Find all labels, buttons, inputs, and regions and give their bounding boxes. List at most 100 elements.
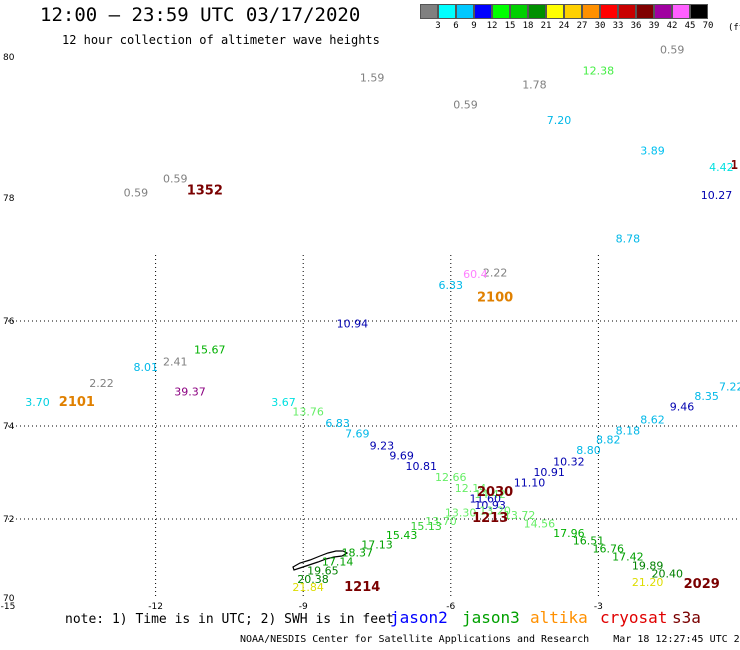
page-title: 12:00 – 23:59 UTC 03/17/2020 (40, 4, 361, 26)
wave-height-value: 10.93 (474, 499, 506, 512)
wave-height-value: 8.18 (616, 424, 641, 437)
legend-label: 3 (435, 21, 441, 31)
footnote: note: 1) Time is in UTC; 2) SWH is in fe… (65, 612, 394, 627)
legend-swatch (690, 4, 708, 19)
legend-swatch (564, 4, 582, 19)
wave-height-value: 6.33 (439, 279, 464, 292)
pass-time-marker: 2100 (477, 290, 513, 305)
pass-time-marker: 1213 (472, 511, 508, 526)
wave-height-value: 13.30 (445, 507, 477, 520)
wave-height-value: 19.89 (632, 560, 664, 573)
wave-height-value: 18.37 (342, 547, 374, 560)
wave-height-value: 13.72 (504, 509, 536, 522)
legend-swatch (654, 4, 672, 19)
wave-height-value: 17.96 (553, 527, 585, 540)
wave-height-value: 9.23 (370, 439, 395, 452)
wave-height-value: 8.01 (134, 361, 159, 374)
satellite-jason2: jason2 (390, 608, 448, 627)
satellite-s3a: s3a (672, 608, 701, 627)
wave-height-value: 13.70 (425, 515, 457, 528)
wave-height-value: 3.89 (640, 144, 665, 157)
legend-swatch (600, 4, 618, 19)
wave-height-value: 14.56 (524, 518, 556, 531)
wave-height-value: 21.20 (632, 576, 664, 589)
wave-height-value: 0.59 (163, 172, 188, 185)
lat-tick-label: 70 (3, 594, 15, 604)
legend-swatch (672, 4, 690, 19)
wave-height-value: 0.59 (660, 43, 685, 56)
wave-height-value: 2.22 (483, 267, 508, 280)
wave-height-value: 15.67 (194, 344, 226, 357)
pass-time-marker: 1352 (187, 183, 223, 198)
wave-height-value: 6.83 (325, 417, 350, 430)
wave-height-value: 17.14 (322, 556, 354, 569)
wave-height-value: 8.62 (640, 413, 665, 426)
wave-height-value: 8.80 (576, 444, 601, 457)
legend-label: 36 (630, 21, 642, 31)
legend-label: 27 (576, 21, 588, 31)
lon-tick-label: -6 (446, 602, 455, 612)
wave-height-value: 1.59 (360, 72, 385, 85)
wave-height-value: 12.14 (455, 482, 487, 495)
legend-swatch (618, 4, 636, 19)
lon-tick-label: -12 (148, 602, 163, 612)
satellite-jason3: jason3 (462, 608, 520, 627)
wave-height-value: 17.13 (361, 539, 393, 552)
wave-height-value: 2.41 (163, 356, 188, 369)
legend-label: 15 (504, 21, 516, 31)
jan-mayen-island-outline (292, 550, 349, 571)
lat-tick-label: 76 (3, 317, 15, 327)
wave-height-value: 13.76 (292, 406, 324, 419)
legend-swatch (546, 4, 564, 19)
legend-unit: (ft) (728, 23, 740, 33)
wave-height-value: 7.69 (345, 428, 370, 441)
wave-height-value: 8.78 (616, 232, 641, 245)
wave-height-value: 7.20 (547, 114, 572, 127)
credit-line: NOAA/NESDIS Center for Satellite Applica… (240, 634, 740, 645)
wave-height-value: 12.66 (435, 471, 467, 484)
page-subtitle: 12 hour collection of altimeter wave hei… (62, 33, 380, 47)
wave-height-value: 21.84 (292, 581, 324, 594)
legend-label: 21 (540, 21, 552, 31)
wave-height-value: 20.40 (652, 567, 684, 580)
legend-label: 33 (612, 21, 624, 31)
pass-time-marker: 2030 (477, 485, 513, 500)
legend-label: 12 (486, 21, 498, 31)
legend-label: 45 (684, 21, 696, 31)
satellite-cryosat: cryosat (600, 608, 668, 627)
lon-tick-label: -15 (1, 602, 16, 612)
wave-height-value: 2.22 (89, 377, 114, 390)
legend-label: 42 (666, 21, 678, 31)
legend-label: 18 (522, 21, 534, 31)
corner-time-marker: 1 (730, 158, 738, 172)
legend-swatch (510, 4, 528, 19)
lon-tick-label: -9 (299, 602, 308, 612)
wave-height-value: 20.38 (297, 573, 329, 586)
legend-swatch (420, 4, 438, 19)
legend-swatch (438, 4, 456, 19)
wave-height-value: 10.81 (406, 460, 438, 473)
wave-height-value: 8.35 (694, 390, 719, 403)
wave-height-value: 12.38 (583, 65, 615, 78)
legend-swatch (582, 4, 600, 19)
legend-swatch (456, 4, 474, 19)
wave-height-value: 16.76 (592, 543, 624, 556)
pass-time-marker: 2029 (684, 577, 720, 592)
legend-label: 39 (648, 21, 660, 31)
legend-swatch (474, 4, 492, 19)
legend-label: 30 (594, 21, 606, 31)
wave-height-value: 10.94 (337, 317, 369, 330)
wave-height-value: 19.65 (307, 564, 339, 577)
wave-height-value: 10.91 (533, 466, 565, 479)
wave-height-value: 13.20 (479, 504, 511, 517)
wave-height-value: 11.10 (514, 476, 546, 489)
wave-height-value: 10.32 (553, 456, 585, 469)
lat-tick-label: 80 (3, 53, 15, 63)
lat-tick-label: 78 (3, 194, 15, 204)
legend-swatch (528, 4, 546, 19)
legend-swatch (636, 4, 654, 19)
wave-height-value: 9.46 (670, 400, 695, 413)
wave-height-value: 14.42 (474, 488, 506, 501)
